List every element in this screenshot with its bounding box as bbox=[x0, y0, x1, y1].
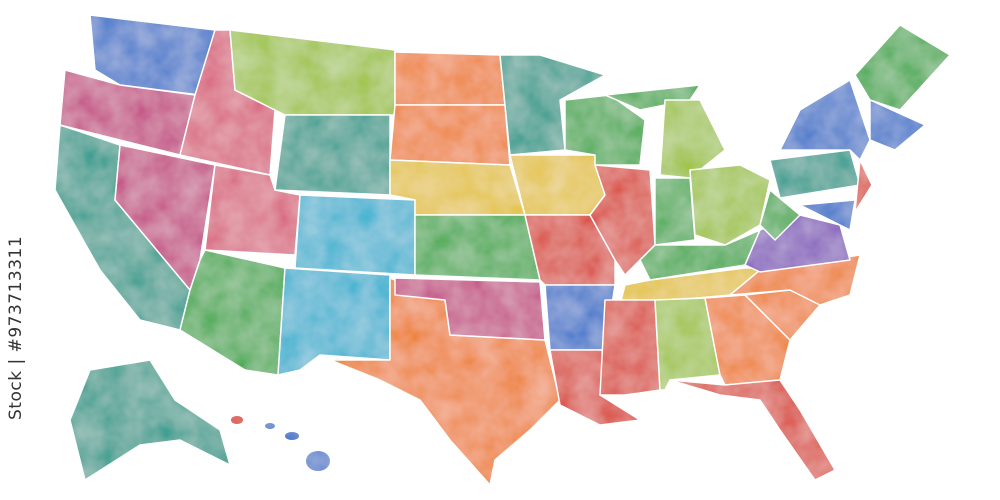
stock-watermark: Stock | #973713311 bbox=[6, 235, 26, 420]
state-nj bbox=[854, 159, 873, 213]
state-co bbox=[294, 194, 416, 276]
state-wy bbox=[274, 114, 391, 196]
hawaii-island bbox=[231, 416, 243, 424]
hawaii-island bbox=[285, 432, 299, 440]
hawaii-island bbox=[306, 451, 330, 471]
state-nm bbox=[277, 267, 391, 376]
state-md bbox=[799, 199, 856, 231]
state-ms bbox=[599, 299, 661, 396]
state-il bbox=[589, 164, 656, 276]
state-nd bbox=[394, 51, 506, 106]
state-ia bbox=[509, 154, 606, 216]
state-mi bbox=[659, 99, 726, 179]
state-ak bbox=[69, 359, 231, 481]
state-ne-north bbox=[854, 24, 951, 111]
state-sd bbox=[389, 104, 511, 166]
state-fl bbox=[669, 379, 836, 481]
state-pa bbox=[769, 149, 861, 199]
hawaii-island bbox=[265, 423, 275, 429]
state-ne-south bbox=[869, 99, 926, 151]
state-wv bbox=[759, 189, 801, 241]
state-ks bbox=[414, 214, 541, 281]
state-ny bbox=[779, 79, 871, 161]
state-in bbox=[654, 177, 696, 246]
state-mn bbox=[499, 54, 606, 156]
state-ok bbox=[394, 277, 546, 341]
